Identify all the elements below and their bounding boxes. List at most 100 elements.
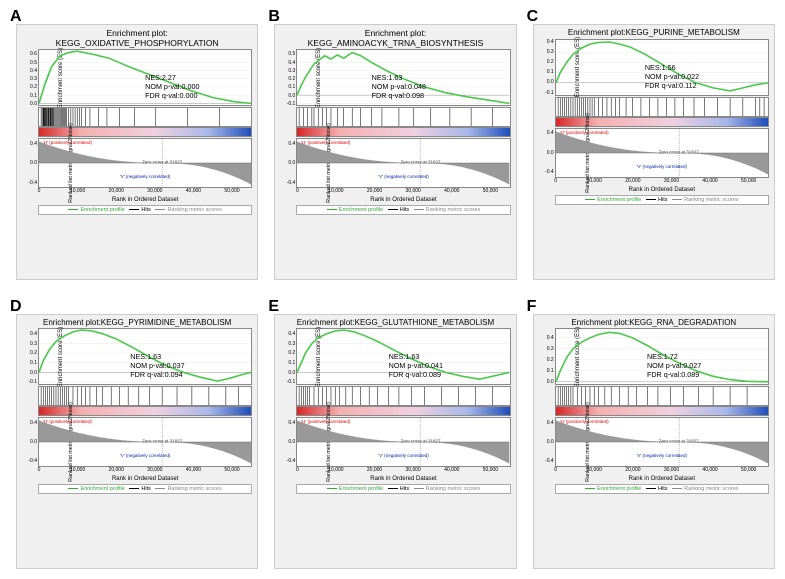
rank-y-ticks: -0.40.00.4: [283, 139, 295, 187]
legend-rank: Ranking metric scores: [672, 197, 738, 203]
neg-corr-label: 'V' (negatively correlated): [378, 174, 429, 179]
stats-box: NES:1.72 NOM p-val:0.027 FDR q-val:0.089: [647, 352, 701, 379]
stats-box: NES:1.63 NOM p-val:0.048 FDR q-val:0.098: [372, 73, 426, 100]
pos-corr-label: 'H' (positively correlated): [301, 419, 350, 424]
rank-subplot: Ranked list metric (Signal2Noise) -0.40.…: [38, 138, 252, 188]
plot-box: Enrichment plot:KEGG_GLUTATHIONE_METABOL…: [274, 314, 516, 570]
chart-area: Enrichment score (ES) 0.00.10.20.30.4 NE…: [555, 328, 769, 566]
zero-cross-label: Zero cross at 31827: [400, 160, 440, 165]
rank-subplot: Ranked list metric (Signal2Noise) -0.40.…: [555, 128, 769, 178]
rank-subplot: Ranked list metric (Signal2Noise) -0.40.…: [555, 417, 769, 467]
chart-grid: A Enrichment plot:KEGG_OXIDATIVE_PHOSPHO…: [10, 10, 775, 569]
plot-title: Enrichment plot:KEGG_AMINOACYK_TRNA_BIOS…: [278, 28, 512, 48]
plot-box: Enrichment plot:KEGG_PYRIMIDINE_METABOLI…: [16, 314, 258, 570]
rank-y-ticks: -0.40.00.4: [25, 418, 37, 466]
stats-box: NES:1.63 NOM p-val:0.041 FDR q-val:0.089: [389, 352, 443, 379]
legend: Enrichment profile Hits Ranking metric s…: [38, 484, 252, 494]
plot-box: Enrichment plot:KEGG_AMINOACYK_TRNA_BIOS…: [274, 24, 516, 280]
legend: Enrichment profile Hits Ranking metric s…: [296, 484, 510, 494]
legend-enrichment: Enrichment profile: [327, 207, 383, 213]
x-ticks: 010,00020,00030,00040,00050,000: [556, 178, 768, 185]
x-ticks: 010,00020,00030,00040,00050,000: [39, 188, 251, 195]
zero-cross-label: Zero cross at 31827: [400, 439, 440, 444]
zero-cross-label: Zero cross at 31827: [659, 439, 699, 444]
rank-subplot: Ranked list metric (Signal2Noise) -0.40.…: [296, 417, 510, 467]
legend-rank: Ranking metric scores: [155, 207, 221, 213]
gsea-panel-a: A Enrichment plot:KEGG_OXIDATIVE_PHOSPHO…: [10, 10, 258, 280]
legend-hits: Hits: [388, 486, 409, 492]
stats-box: NES:1.56 NOM p-val:0.022 FDR q-val:0.112: [645, 63, 699, 90]
gsea-panel-d: D Enrichment plot:KEGG_PYRIMIDINE_METABO…: [10, 300, 258, 570]
neg-corr-label: 'V' (negatively correlated): [637, 453, 688, 458]
stats-box: NES:2.27 NOM p-val:0.000 FDR q-val:0.000: [145, 73, 199, 100]
es-y-ticks: -0.10.00.10.20.30.4: [25, 329, 37, 384]
neg-corr-label: 'V' (negatively correlated): [378, 453, 429, 458]
x-ticks: 010,00020,00030,00040,00050,000: [556, 467, 768, 474]
es-subplot: Enrichment score (ES) -0.10.00.10.20.30.…: [555, 39, 769, 96]
es-subplot: Enrichment score (ES) -0.10.00.10.20.30.…: [296, 49, 510, 106]
legend: Enrichment profile Hits Ranking metric s…: [38, 205, 252, 215]
legend-hits: Hits: [646, 486, 667, 492]
stats-box: NES:1.63 NOM p-val:0.037 FDR q-val:0.094: [130, 352, 184, 379]
plot-title: Enrichment plot:KEGG_RNA_DEGRADATION: [537, 318, 771, 328]
legend-enrichment: Enrichment profile: [68, 207, 124, 213]
legend: Enrichment profile Hits Ranking metric s…: [555, 484, 769, 494]
chart-area: Enrichment score (ES) -0.10.00.10.20.30.…: [38, 328, 252, 566]
gsea-panel-e: E Enrichment plot:KEGG_GLUTATHIONE_METAB…: [268, 300, 516, 570]
plot-box: Enrichment plot:KEGG_RNA_DEGRADATION Enr…: [533, 314, 775, 570]
legend-enrichment: Enrichment profile: [68, 486, 124, 492]
es-y-ticks: 0.00.10.20.30.4: [542, 329, 554, 384]
plot-title: Enrichment plot:KEGG_PYRIMIDINE_METABOLI…: [20, 318, 254, 328]
zero-cross-label: Zero cross at 31827: [142, 439, 182, 444]
legend-rank: Ranking metric scores: [414, 207, 480, 213]
plot-box: Enrichment plot:KEGG_OXIDATIVE_PHOSPHORY…: [16, 24, 258, 280]
es-subplot: Enrichment score (ES) 0.00.10.20.30.4 NE…: [555, 328, 769, 385]
pos-corr-label: 'H' (positively correlated): [43, 140, 92, 145]
legend-enrichment: Enrichment profile: [327, 486, 383, 492]
legend-hits: Hits: [129, 486, 150, 492]
es-subplot: Enrichment score (ES) -0.10.00.10.20.30.…: [38, 328, 252, 385]
rank-y-ticks: -0.40.00.4: [283, 418, 295, 466]
es-y-ticks: -0.10.00.10.20.30.4: [542, 40, 554, 95]
plot-title: Enrichment plot:KEGG_OXIDATIVE_PHOSPHORY…: [20, 28, 254, 48]
rank-y-ticks: -0.40.00.4: [542, 418, 554, 466]
gsea-panel-b: B Enrichment plot:KEGG_AMINOACYK_TRNA_BI…: [268, 10, 516, 280]
pos-corr-label: 'H' (positively correlated): [43, 419, 92, 424]
legend-rank: Ranking metric scores: [672, 486, 738, 492]
rank-y-ticks: -0.40.00.4: [25, 139, 37, 187]
rank-subplot: Ranked list metric (Signal2Noise) -0.40.…: [38, 417, 252, 467]
pos-corr-label: 'H' (positively correlated): [560, 130, 609, 135]
es-y-ticks: -0.10.00.10.20.30.4: [283, 329, 295, 384]
legend-enrichment: Enrichment profile: [585, 486, 641, 492]
x-ticks: 010,00020,00030,00040,00050,000: [297, 467, 509, 474]
pos-corr-label: 'H' (positively correlated): [301, 140, 350, 145]
es-subplot: Enrichment score (ES) -0.10.00.10.20.30.…: [296, 328, 510, 385]
rank-y-ticks: -0.40.00.4: [542, 129, 554, 177]
legend-rank: Ranking metric scores: [155, 486, 221, 492]
x-ticks: 010,00020,00030,00040,00050,000: [297, 188, 509, 195]
neg-corr-label: 'V' (negatively correlated): [120, 453, 171, 458]
es-y-ticks: 0.00.10.20.30.40.50.6: [25, 50, 37, 105]
neg-corr-label: 'V' (negatively correlated): [637, 164, 688, 169]
gsea-panel-c: C Enrichment plot:KEGG_PURINE_METABOLISM…: [527, 10, 775, 280]
legend-enrichment: Enrichment profile: [585, 197, 641, 203]
x-ticks: 010,00020,00030,00040,00050,000: [39, 467, 251, 474]
es-subplot: Enrichment score (ES) 0.00.10.20.30.40.5…: [38, 49, 252, 106]
plot-title: Enrichment plot:KEGG_PURINE_METABOLISM: [537, 28, 771, 38]
legend-hits: Hits: [129, 207, 150, 213]
gsea-panel-f: F Enrichment plot:KEGG_RNA_DEGRADATION E…: [527, 300, 775, 570]
legend-hits: Hits: [646, 197, 667, 203]
chart-area: Enrichment score (ES) -0.10.00.10.20.30.…: [555, 39, 769, 277]
plot-title: Enrichment plot:KEGG_GLUTATHIONE_METABOL…: [278, 318, 512, 328]
es-y-ticks: -0.10.00.10.20.30.40.5: [283, 50, 295, 105]
zero-cross-label: Zero cross at 31827: [142, 160, 182, 165]
zero-cross-label: Zero cross at 31827: [659, 149, 699, 154]
legend-rank: Ranking metric scores: [414, 486, 480, 492]
chart-area: Enrichment score (ES) -0.10.00.10.20.30.…: [296, 328, 510, 566]
chart-area: Enrichment score (ES) -0.10.00.10.20.30.…: [296, 49, 510, 276]
legend: Enrichment profile Hits Ranking metric s…: [296, 205, 510, 215]
pos-corr-label: 'H' (positively correlated): [560, 419, 609, 424]
legend-hits: Hits: [388, 207, 409, 213]
neg-corr-label: 'V' (negatively correlated): [120, 174, 171, 179]
plot-box: Enrichment plot:KEGG_PURINE_METABOLISM E…: [533, 24, 775, 280]
